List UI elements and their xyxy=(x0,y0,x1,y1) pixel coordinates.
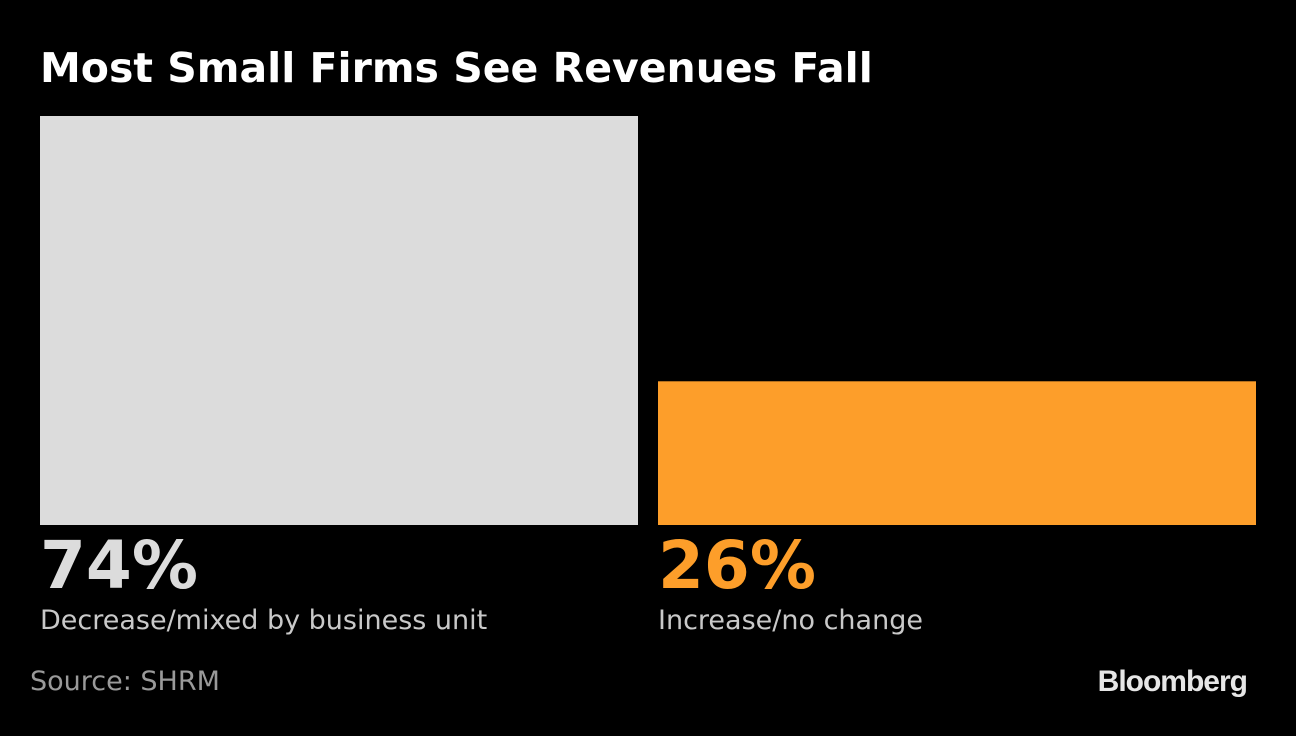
value-label-1: 74% xyxy=(40,527,198,604)
source-note: Source: SHRM xyxy=(30,666,220,697)
chart-title: Most Small Firms See Revenues Fall xyxy=(40,44,873,92)
bar-1 xyxy=(40,116,638,525)
category-label-1: Decrease/mixed by business unit xyxy=(40,605,487,636)
bloomberg-logo: Bloomberg xyxy=(1097,665,1248,698)
bar-2 xyxy=(658,381,1256,525)
value-label-2: 26% xyxy=(658,527,816,604)
category-label-2: Increase/no change xyxy=(658,605,923,636)
